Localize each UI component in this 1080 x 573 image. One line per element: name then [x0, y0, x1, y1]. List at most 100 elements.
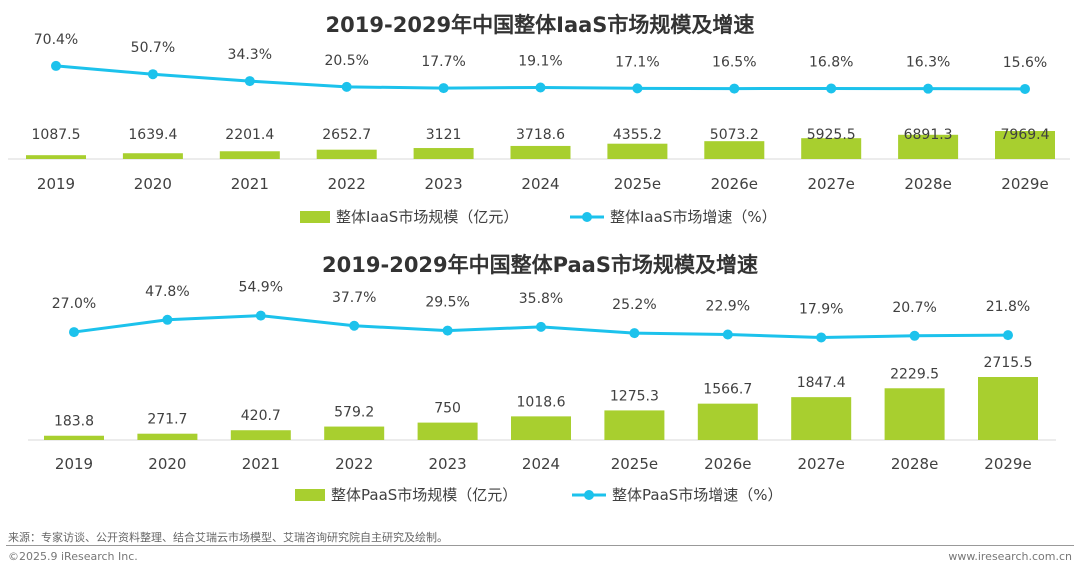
x-tick-label: 2022: [328, 175, 366, 193]
growth-value-label: 70.4%: [34, 32, 78, 48]
growth-value-label: 16.5%: [712, 55, 756, 71]
bar: [697, 403, 758, 440]
bar-value-label: 2201.4: [225, 127, 274, 143]
x-tick-label: 2028e: [904, 175, 951, 193]
footer-divider: [6, 545, 1074, 546]
bar-value-label: 1639.4: [128, 127, 177, 143]
source-note: 来源：专家访谈、公开资料整理、结合艾瑞云市场模型、艾瑞咨询研究院自主研究及绘制。: [8, 531, 448, 544]
growth-point: [442, 325, 453, 336]
bar: [324, 426, 385, 440]
growth-point: [535, 82, 546, 93]
growth-value-label: 22.9%: [706, 298, 750, 314]
growth-value-label: 29.5%: [425, 295, 469, 311]
growth-value-label: 54.9%: [239, 280, 283, 296]
x-tick-label: 2024: [521, 175, 559, 193]
growth-value-label: 21.8%: [986, 299, 1030, 315]
x-tick-label: 2029e: [984, 455, 1031, 473]
bar: [791, 397, 852, 440]
x-tick-label: 2023: [429, 455, 467, 473]
growth-point: [162, 314, 173, 325]
growth-point: [632, 83, 643, 94]
growth-value-label: 20.7%: [892, 300, 936, 316]
growth-point: [341, 81, 352, 92]
growth-value-label: 37.7%: [332, 290, 376, 306]
bar-value-label: 5925.5: [807, 127, 856, 143]
bar: [219, 151, 280, 159]
growth-value-label: 20.5%: [324, 53, 368, 69]
bar-value-label: 5073.2: [710, 127, 759, 143]
bar: [884, 388, 945, 440]
x-tick-label: 2026e: [704, 455, 751, 473]
growth-value-label: 47.8%: [145, 284, 189, 300]
bar-value-label: 3718.6: [516, 127, 565, 143]
bar: [898, 134, 959, 159]
growth-value-label: 34.3%: [228, 47, 272, 63]
website-link[interactable]: www.iresearch.com.cn: [948, 550, 1072, 563]
bar: [316, 149, 377, 159]
growth-point: [909, 330, 920, 341]
x-tick-label: 2027e: [797, 455, 844, 473]
x-tick-label: 2019: [55, 455, 93, 473]
growth-value-label: 17.7%: [421, 54, 465, 70]
growth-point: [629, 328, 640, 339]
growth-point: [438, 83, 449, 94]
bar-value-label: 3121: [426, 127, 462, 143]
x-tick-label: 2021: [231, 175, 269, 193]
bar-value-label: 7969.4: [1001, 127, 1050, 143]
growth-value-label: 16.8%: [809, 54, 853, 70]
growth-point: [536, 321, 546, 332]
bar-value-label: 4355.2: [613, 127, 662, 143]
x-tick-label: 2028e: [891, 455, 938, 473]
bar: [604, 410, 665, 440]
bar: [122, 153, 183, 159]
growth-value-label: 19.1%: [518, 53, 562, 69]
growth-point: [255, 310, 266, 321]
growth-point: [51, 60, 61, 71]
x-tick-label: 2026e: [711, 175, 758, 193]
bar: [607, 143, 668, 159]
legend-bar-swatch: [300, 211, 330, 223]
x-tick-label: 2020: [148, 455, 186, 473]
bar: [511, 416, 571, 440]
growth-point: [1003, 330, 1013, 341]
growth-value-label: 35.8%: [519, 291, 563, 307]
legend-line-label: 整体IaaS市场增速（%）: [610, 208, 777, 226]
growth-value-label: 17.1%: [615, 54, 659, 70]
growth-point: [349, 320, 360, 331]
bar-value-label: 2229.5: [890, 366, 939, 382]
bar-value-label: 6891.3: [904, 127, 953, 143]
legend-line-marker: [582, 212, 592, 222]
legend-line-marker: [584, 490, 594, 500]
x-tick-label: 2022: [335, 455, 373, 473]
bar-value-label: 1018.6: [517, 394, 566, 410]
x-tick-label: 2024: [522, 455, 560, 473]
growth-point: [69, 327, 79, 338]
x-tick-label: 2021: [242, 455, 280, 473]
bar-value-label: 1275.3: [610, 388, 659, 404]
x-tick-label: 2029e: [1001, 175, 1048, 193]
bar: [230, 430, 291, 440]
x-tick-label: 2023: [425, 175, 463, 193]
bar-value-label: 1566.7: [703, 382, 752, 398]
bar-value-label: 2715.5: [984, 355, 1033, 371]
bar-value-label: 1087.5: [32, 127, 81, 143]
bar: [413, 148, 474, 159]
chart-title: 2019-2029年中国整体IaaS市场规模及增速: [326, 13, 755, 37]
growth-value-label: 16.3%: [906, 55, 950, 71]
growth-value-label: 17.9%: [799, 301, 843, 317]
x-tick-label: 2027e: [807, 175, 854, 193]
x-tick-label: 2019: [37, 175, 75, 193]
growth-value-label: 15.6%: [1003, 55, 1047, 71]
x-tick-label: 2025e: [611, 455, 658, 473]
growth-point: [923, 83, 934, 94]
growth-point: [1020, 83, 1030, 94]
bar-value-label: 183.8: [54, 414, 94, 430]
bar-value-label: 2652.7: [322, 127, 371, 143]
bar: [978, 377, 1038, 440]
growth-value-label: 25.2%: [612, 297, 656, 313]
bar: [26, 155, 86, 159]
growth-point: [826, 83, 837, 94]
growth-point: [147, 69, 158, 80]
bar: [510, 145, 571, 159]
